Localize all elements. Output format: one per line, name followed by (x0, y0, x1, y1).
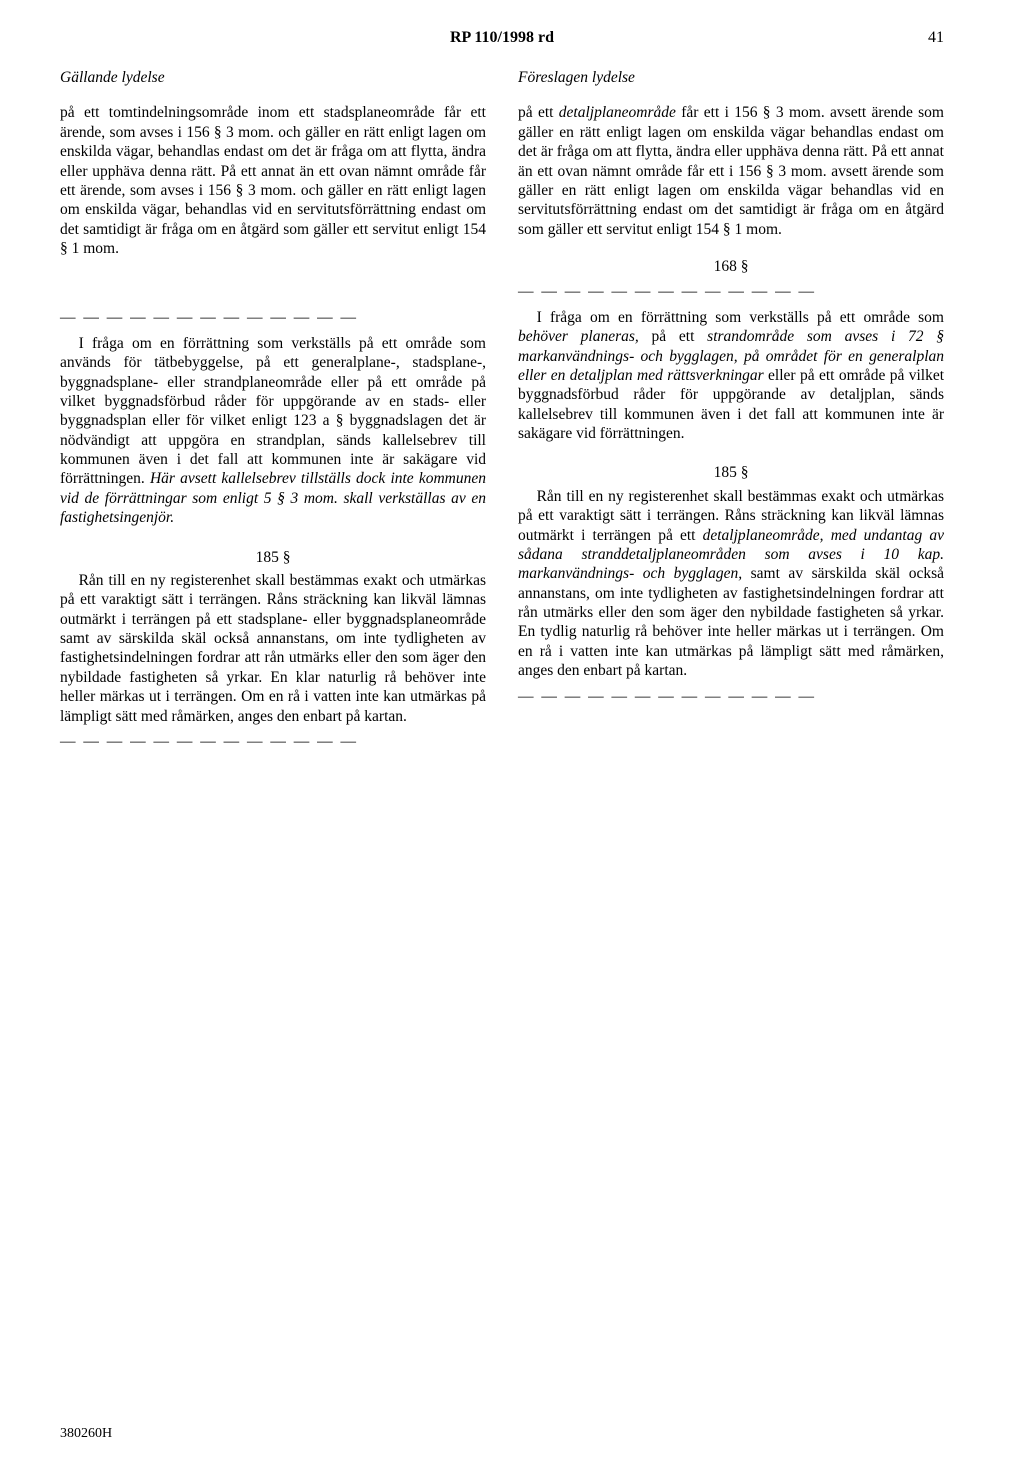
page-number: 41 (928, 28, 944, 48)
right-heading: Föreslagen lydelse (518, 68, 944, 87)
text-segment: får ett i 156 § 3 mom. avsett ärende som… (518, 104, 944, 237)
divider: — — — — — — — — — — — — — (518, 282, 944, 301)
left-para-185: Rån till en ny registerenhet skall bestä… (60, 571, 486, 726)
right-para-1: på ett detaljplaneområde får ett i 156 §… (518, 103, 944, 239)
left-column: Gällande lydelse på ett tomtindelningsom… (60, 68, 486, 757)
text-segment: I fråga om en förrättning som verkställs… (537, 309, 944, 326)
left-heading: Gällande lydelse (60, 68, 486, 87)
divider: — — — — — — — — — — — — — (60, 732, 486, 751)
italic-segment: behöver planeras, (518, 328, 639, 345)
section-168: 168 § (518, 257, 944, 276)
footer-code: 380260H (60, 1425, 112, 1443)
text-segment: I fråga om en förrättning som verkställs… (60, 335, 486, 488)
divider: — — — — — — — — — — — — — (518, 687, 944, 706)
document-title: RP 110/1998 rd (60, 28, 944, 48)
section-185-right: 185 § (518, 463, 944, 482)
two-column-layout: Gällande lydelse på ett tomtindelningsom… (60, 68, 944, 757)
left-para-1: på ett tomtindelningsområde inom ett sta… (60, 103, 486, 258)
right-column: Föreslagen lydelse på ett detaljplaneomr… (518, 68, 944, 757)
text-segment: på ett (518, 104, 559, 121)
right-para-185: Rån till en ny registerenhet skall bestä… (518, 487, 944, 681)
page-header: RP 110/1998 rd 41 (60, 28, 944, 48)
right-para-168: I fråga om en förrättning som verkställs… (518, 308, 944, 444)
section-185-left: 185 § (60, 548, 486, 567)
italic-segment: detaljplaneområde (559, 104, 676, 121)
left-para-168: I fråga om en förrättning som verkställs… (60, 334, 486, 528)
text-segment: samt av särskilda skäl också annanstans,… (518, 565, 944, 679)
divider: — — — — — — — — — — — — — (60, 308, 486, 327)
text-segment: på ett (639, 328, 707, 345)
